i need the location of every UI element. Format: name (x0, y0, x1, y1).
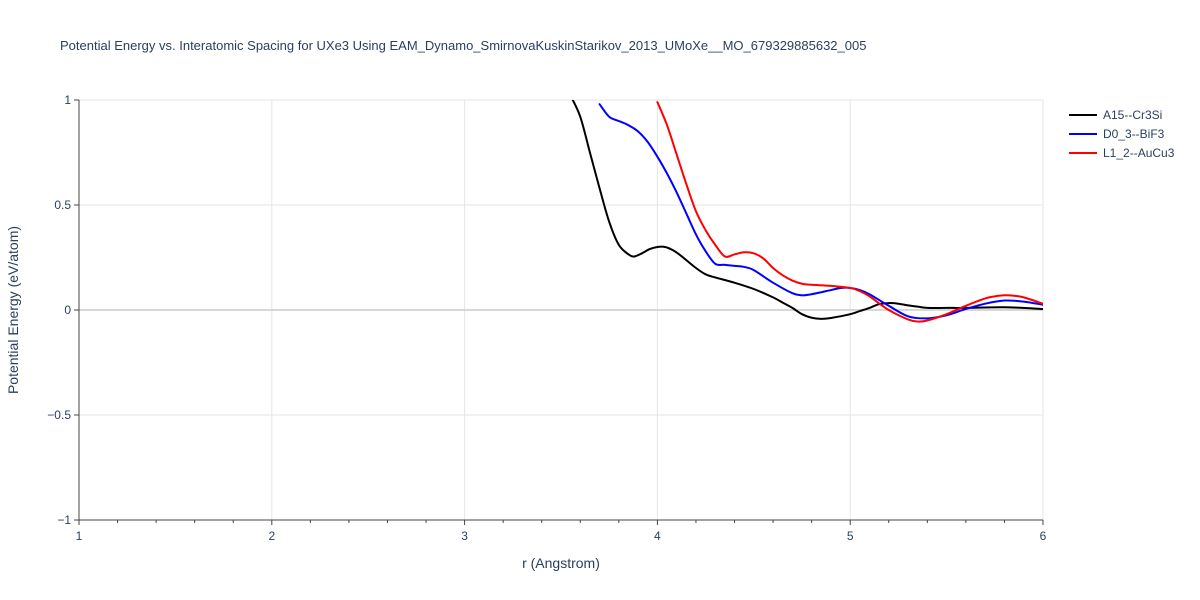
y-tick-label: 0.5 (54, 198, 71, 212)
x-axis-title: r (Angstrom) (522, 555, 600, 571)
plot-area (571, 96, 1043, 323)
legend-label: L1_2--AuCu3 (1103, 146, 1175, 160)
x-tick-label: 4 (654, 529, 661, 543)
x-tick-label: 1 (76, 529, 83, 543)
x-tick-label: 6 (1040, 529, 1047, 543)
legend-label: A15--Cr3Si (1103, 108, 1162, 122)
legend-item[interactable]: A15--Cr3Si (1069, 108, 1162, 122)
series-line-1[interactable] (598, 103, 1043, 320)
y-axis-title: Potential Energy (eV/atom) (5, 226, 21, 394)
y-tick-label: −0.5 (47, 408, 71, 422)
legend-item[interactable]: D0_3--BiF3 (1069, 127, 1165, 141)
x-tick-label: 3 (461, 529, 468, 543)
chart-axes (74, 99, 1044, 525)
chart-grid (79, 99, 1044, 520)
chart-title: Potential Energy vs. Interatomic Spacing… (60, 38, 866, 53)
y-tick-label: −1 (57, 513, 71, 527)
legend-item[interactable]: L1_2--AuCu3 (1069, 146, 1175, 160)
series-line-0[interactable] (571, 96, 1043, 320)
x-tick-label: 5 (847, 529, 854, 543)
x-tick-label: 2 (268, 529, 275, 543)
y-tick-label: 1 (64, 93, 71, 107)
legend-label: D0_3--BiF3 (1103, 127, 1165, 141)
y-tick-label: 0 (64, 303, 71, 317)
series-line-2[interactable] (656, 101, 1043, 323)
legend[interactable]: A15--Cr3Si D0_3--BiF3 L1_2--AuCu3 (1069, 108, 1175, 160)
tick-labels: 1 2 3 4 5 6 −1 −0.5 0 0.5 1 (47, 93, 1046, 543)
